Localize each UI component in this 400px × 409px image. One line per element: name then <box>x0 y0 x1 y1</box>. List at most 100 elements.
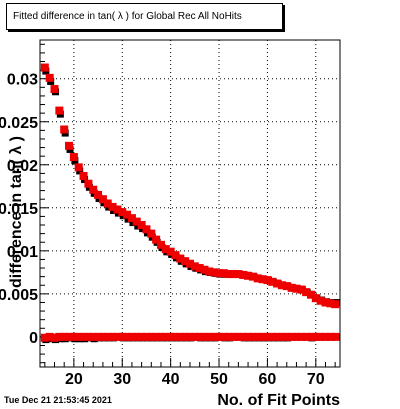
y-tick-label: 0.025 <box>0 115 38 132</box>
red-marker <box>123 332 132 341</box>
red-marker <box>69 332 78 341</box>
red-marker <box>69 153 78 162</box>
red-marker <box>248 332 257 341</box>
red-marker <box>50 85 59 94</box>
red-marker <box>55 106 64 115</box>
red-marker <box>94 190 103 199</box>
red-marker <box>118 332 127 341</box>
red-marker <box>258 332 267 341</box>
red-marker <box>306 290 315 299</box>
red-marker <box>40 333 49 342</box>
red-marker <box>181 332 190 341</box>
plot-frame <box>39 39 341 368</box>
y-tick-label: 0.03 <box>7 72 38 89</box>
x-axis-title: No. of Fit Points <box>217 392 340 409</box>
y-tick-label: 0.02 <box>7 158 38 175</box>
red-marker <box>152 235 161 244</box>
red-marker <box>200 265 209 274</box>
red-marker <box>166 247 175 256</box>
red-marker <box>152 332 161 341</box>
timestamp: Tue Dec 21 21:53:45 2021 <box>4 395 112 405</box>
red-marker <box>186 259 194 268</box>
chart-title: Fitted difference in tan( λ ) for Global… <box>13 11 242 22</box>
red-marker <box>268 332 277 341</box>
red-marker <box>277 332 286 341</box>
x-tick-label: 60 <box>259 371 277 388</box>
y-axis-title: difference in tan( λ ) <box>8 136 25 288</box>
red-marker <box>297 332 306 341</box>
red-marker <box>311 332 320 341</box>
red-marker <box>74 163 83 172</box>
red-marker <box>74 332 83 341</box>
red-marker <box>268 277 277 286</box>
red-marker <box>287 332 296 341</box>
red-marker <box>171 251 180 260</box>
red-marker <box>321 332 330 341</box>
red-marker <box>331 300 340 309</box>
red-marker <box>55 332 64 341</box>
red-marker <box>210 268 219 277</box>
red-marker <box>248 272 257 281</box>
red-marker <box>239 270 248 279</box>
red-marker <box>316 332 325 341</box>
y-tick-label: 0.015 <box>0 201 38 218</box>
red-marker <box>171 332 180 341</box>
red-marker <box>200 332 209 341</box>
red-marker <box>79 171 88 180</box>
red-marker <box>190 262 199 271</box>
x-tick-label: 30 <box>113 371 131 388</box>
red-marker <box>98 332 107 341</box>
grid-lines <box>40 40 340 367</box>
red-marker <box>277 281 286 290</box>
red-marker <box>263 276 272 285</box>
red-marker <box>40 63 49 72</box>
red-marker <box>297 285 306 294</box>
red-marker <box>103 332 112 341</box>
red-marker <box>108 332 117 341</box>
red-marker <box>263 332 272 341</box>
red-marker <box>50 333 59 342</box>
title-box: Fitted difference in tan( λ ) for Global… <box>6 3 283 30</box>
data-markers <box>40 63 340 344</box>
red-marker <box>292 284 301 293</box>
red-marker <box>89 185 98 194</box>
red-marker <box>316 296 325 305</box>
red-marker <box>45 332 54 341</box>
red-marker <box>311 294 320 303</box>
red-marker <box>215 332 224 341</box>
red-marker <box>331 332 340 341</box>
red-marker <box>210 332 219 341</box>
red-marker <box>127 214 136 223</box>
red-marker <box>229 270 238 279</box>
red-marker <box>234 332 243 341</box>
red-marker <box>94 332 103 341</box>
red-marker <box>205 267 214 276</box>
y-tick-label: 0.01 <box>7 244 38 261</box>
red-marker <box>190 332 199 341</box>
red-marker <box>205 332 214 341</box>
red-marker <box>89 332 98 341</box>
red-marker <box>195 264 204 273</box>
red-marker <box>108 202 117 211</box>
red-marker <box>60 332 69 341</box>
red-marker <box>195 332 204 341</box>
tick-labels: 20 30 40 50 60 70 0 0.005 0.01 0.015 0.02 0.025 0.03 <box>0 72 325 388</box>
red-marker <box>137 332 146 341</box>
red-marker <box>244 332 253 341</box>
red-marker <box>113 332 122 341</box>
red-marker <box>118 208 127 217</box>
red-marker <box>292 332 301 341</box>
red-marker <box>287 283 296 292</box>
red-marker <box>156 240 165 249</box>
red-marker <box>302 288 311 297</box>
red-marker <box>273 279 282 288</box>
red-marker <box>132 217 141 226</box>
red-marker <box>234 270 243 279</box>
red-marker <box>282 332 291 341</box>
red-marker <box>147 229 156 238</box>
red-marker <box>60 125 69 134</box>
red-marker <box>258 275 267 284</box>
red-marker <box>244 271 253 280</box>
red-marker <box>326 299 335 308</box>
